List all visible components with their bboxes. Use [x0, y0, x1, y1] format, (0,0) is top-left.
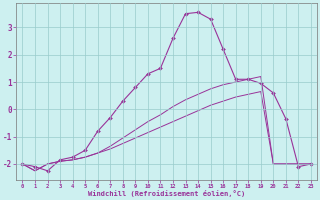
- X-axis label: Windchill (Refroidissement éolien,°C): Windchill (Refroidissement éolien,°C): [88, 190, 245, 197]
